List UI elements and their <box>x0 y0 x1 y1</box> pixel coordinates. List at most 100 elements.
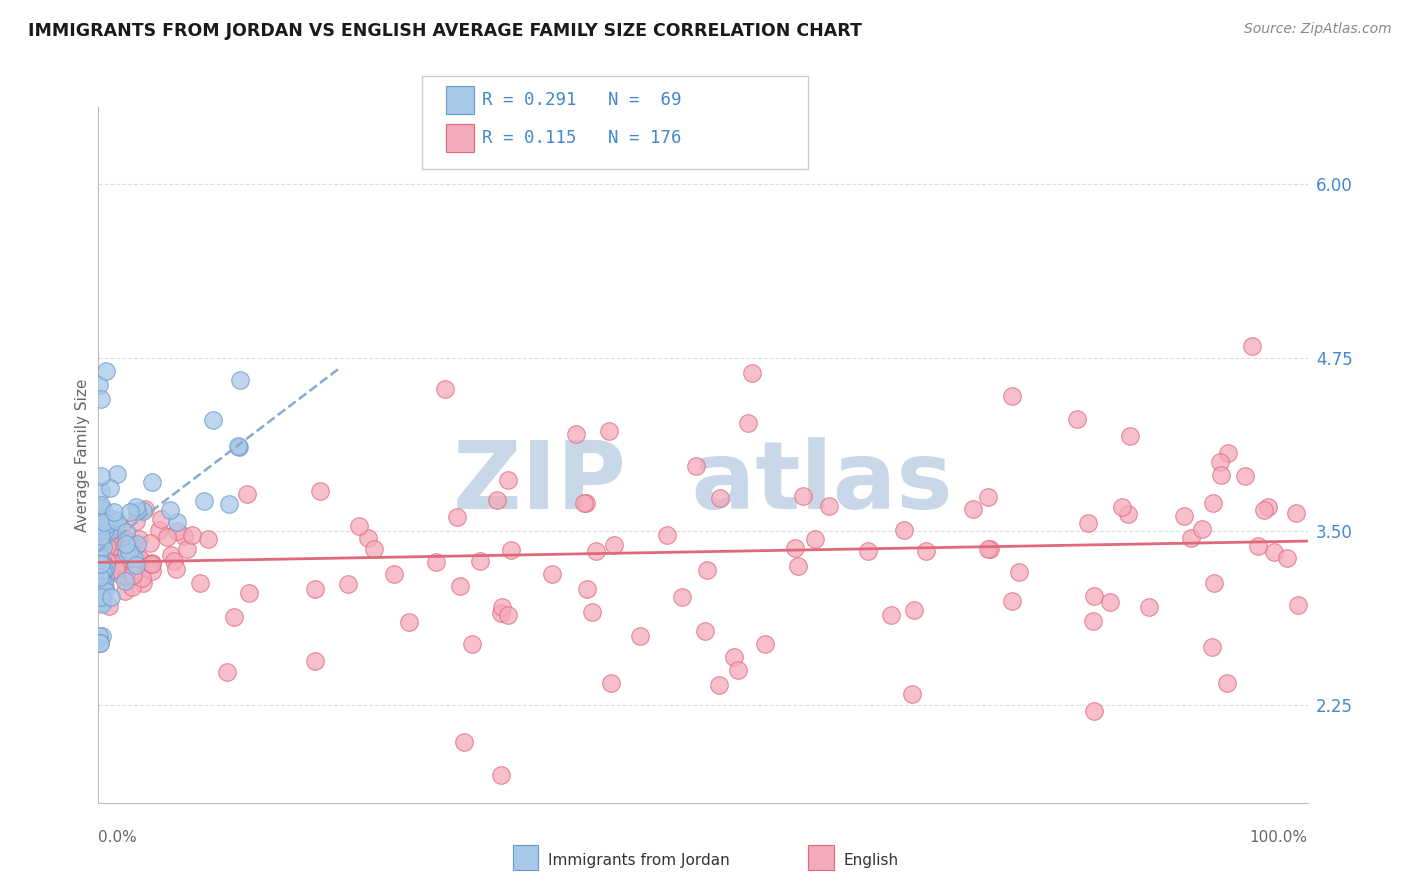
Point <box>489 606 512 620</box>
Point <box>118 544 141 558</box>
Point <box>1209 455 1232 469</box>
Point <box>127 503 149 517</box>
Point <box>1001 594 1024 608</box>
Text: 100.0%: 100.0% <box>1250 830 1308 845</box>
Point <box>446 510 468 524</box>
Text: Source: ZipAtlas.com: Source: ZipAtlas.com <box>1244 22 1392 37</box>
Point <box>363 542 385 557</box>
Point <box>858 544 880 558</box>
Point <box>101 546 124 560</box>
Point <box>156 530 179 544</box>
Point <box>89 525 111 540</box>
Point <box>228 440 250 454</box>
Point <box>1204 575 1226 590</box>
Point <box>89 538 111 552</box>
Point <box>96 546 118 560</box>
Point <box>188 576 211 591</box>
Point <box>110 521 132 535</box>
Point <box>598 425 620 439</box>
Point <box>181 527 204 541</box>
Point <box>159 503 181 517</box>
Point <box>1066 412 1088 426</box>
Point <box>100 523 122 537</box>
Point <box>433 382 456 396</box>
Point <box>98 565 121 579</box>
Point <box>87 535 110 549</box>
Point <box>491 600 513 615</box>
Point <box>91 540 114 554</box>
Point <box>139 557 162 571</box>
Point <box>118 505 141 519</box>
Point <box>91 572 114 586</box>
Point <box>238 586 260 600</box>
Point <box>90 590 112 604</box>
Point <box>218 497 240 511</box>
Point <box>1234 469 1257 483</box>
Point <box>115 546 138 560</box>
Point <box>1288 598 1310 612</box>
Point <box>741 366 763 380</box>
Point <box>347 519 370 533</box>
Point <box>489 768 512 782</box>
Point <box>118 535 141 549</box>
Point <box>100 526 122 541</box>
Point <box>1098 595 1121 609</box>
Point <box>122 568 145 582</box>
Point <box>357 531 380 545</box>
Point <box>581 605 603 619</box>
Point <box>96 559 118 574</box>
Point <box>105 557 128 571</box>
Point <box>120 547 142 561</box>
Point <box>737 416 759 430</box>
Point <box>114 524 136 539</box>
Point <box>97 553 120 567</box>
Point <box>804 532 827 546</box>
Point <box>132 503 155 517</box>
Point <box>110 531 132 545</box>
Point <box>585 544 607 558</box>
Text: English: English <box>844 854 898 868</box>
Point <box>115 533 138 547</box>
Point <box>976 541 998 556</box>
Point <box>87 629 110 643</box>
Point <box>149 511 172 525</box>
Point <box>309 484 332 499</box>
Point <box>93 571 115 585</box>
Point <box>90 588 112 602</box>
Point <box>104 532 127 546</box>
Point <box>91 629 114 643</box>
Point <box>496 473 519 487</box>
Point <box>1008 565 1031 579</box>
Point <box>98 482 121 496</box>
Point <box>93 520 115 534</box>
Point <box>94 542 117 557</box>
Point <box>96 550 118 565</box>
Point <box>817 500 839 514</box>
Point <box>128 533 150 547</box>
Point <box>90 553 112 567</box>
Point <box>572 496 595 510</box>
Point <box>125 558 148 572</box>
Point <box>122 551 145 566</box>
Point <box>94 364 117 378</box>
Point <box>121 541 143 555</box>
Point <box>103 505 125 519</box>
Point <box>90 597 112 611</box>
Point <box>101 543 124 558</box>
Point <box>115 543 138 558</box>
Y-axis label: Average Family Size: Average Family Size <box>75 378 90 532</box>
Point <box>1201 640 1223 654</box>
Point <box>101 552 124 566</box>
Point <box>90 483 112 498</box>
Point <box>485 493 508 508</box>
Point <box>89 559 111 574</box>
Point <box>197 532 219 546</box>
Text: Immigrants from Jordan: Immigrants from Jordan <box>548 854 730 868</box>
Point <box>141 557 163 571</box>
Point <box>229 373 252 387</box>
Point <box>176 542 198 557</box>
Point <box>576 582 599 597</box>
Point <box>1285 506 1308 520</box>
Point <box>685 458 707 473</box>
Point <box>90 499 112 513</box>
